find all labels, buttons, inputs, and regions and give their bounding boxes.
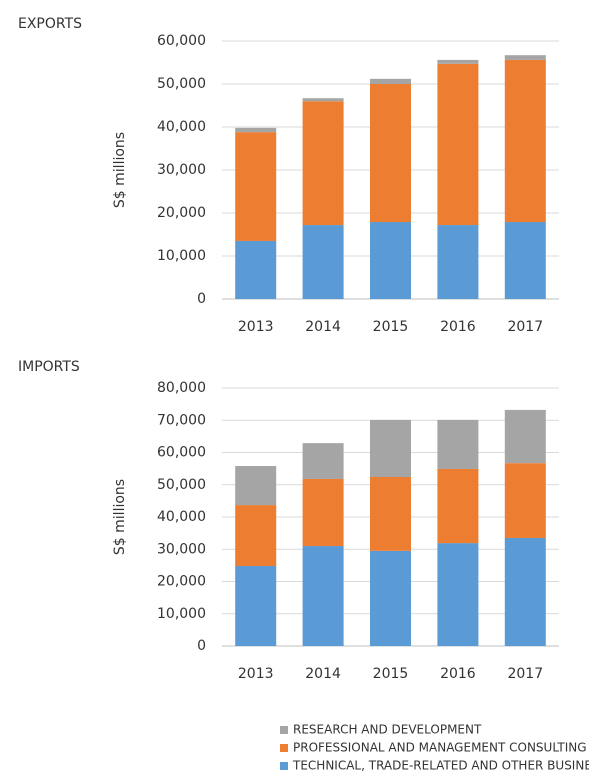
bar-segment	[504, 409, 546, 464]
legend-swatch	[280, 726, 288, 734]
x-tick-label: 2017	[507, 319, 543, 335]
bar-segment	[235, 466, 277, 506]
bar-segment	[437, 543, 479, 646]
bar-segment	[235, 566, 277, 646]
bar-segment	[504, 59, 546, 223]
legend-label: RESEARCH AND DEVELOPMENT	[293, 723, 482, 737]
bar-segment	[235, 240, 277, 299]
y-tick-label: 60,000	[157, 445, 206, 461]
y-tick-label: 30,000	[157, 541, 206, 557]
bar-segment	[302, 443, 344, 479]
bar-segment	[437, 419, 479, 469]
x-tick-label: 2016	[440, 666, 476, 682]
bar-segment	[302, 546, 344, 646]
bar-segment	[370, 84, 411, 223]
y-tick-label: 30,000	[157, 162, 206, 178]
x-tick-label: 2015	[373, 319, 409, 335]
y-tick-label: 80,000	[157, 380, 206, 396]
y-axis-label: S$ millions	[112, 479, 128, 555]
y-tick-label: 70,000	[157, 412, 206, 428]
bar-segment	[235, 127, 277, 133]
y-axis-label: S$ millions	[112, 132, 128, 208]
bar-segment	[370, 477, 411, 551]
x-tick-label: 2014	[305, 666, 341, 682]
bar-segment	[370, 419, 411, 478]
bar-segment	[235, 132, 277, 241]
legend-swatch	[280, 744, 288, 752]
y-tick-label: 0	[197, 638, 206, 654]
y-tick-label: 60,000	[157, 33, 206, 49]
x-tick-label: 2017	[507, 666, 543, 682]
bar-segment	[504, 537, 546, 646]
y-tick-label: 10,000	[157, 248, 206, 264]
bar-segment	[235, 505, 277, 567]
bar-segment	[504, 463, 546, 538]
x-tick-label: 2016	[440, 319, 476, 335]
bar-segment	[370, 78, 411, 84]
y-tick-label: 40,000	[157, 119, 206, 135]
bar-segment	[437, 225, 479, 299]
bar-segment	[370, 550, 411, 646]
bar-segment	[302, 101, 344, 226]
x-tick-label: 2015	[373, 666, 409, 682]
y-tick-label: 0	[197, 291, 206, 307]
y-tick-label: 50,000	[157, 477, 206, 493]
x-tick-label: 2014	[305, 319, 341, 335]
legend-label: PROFESSIONAL AND MANAGEMENT CONSULTING	[293, 741, 587, 755]
bar-segment	[437, 468, 479, 544]
bar-segment	[302, 98, 344, 102]
bar-segment	[302, 225, 344, 299]
legend-swatch	[280, 762, 288, 770]
bar-segment	[437, 59, 479, 64]
chart-title: IMPORTS	[18, 359, 80, 375]
y-tick-label: 20,000	[157, 205, 206, 221]
x-tick-label: 2013	[238, 319, 274, 335]
bar-segment	[302, 478, 344, 547]
bar-segment	[504, 222, 546, 299]
y-tick-label: 20,000	[157, 574, 206, 590]
chart-title: EXPORTS	[18, 16, 82, 32]
bar-segment	[504, 55, 546, 60]
bar-segment	[437, 63, 479, 226]
legend-label: TECHNICAL, TRADE-RELATED AND OTHER BUSIN…	[292, 759, 589, 773]
bar-segment	[370, 222, 411, 299]
y-tick-label: 40,000	[157, 509, 206, 525]
x-tick-label: 2013	[238, 666, 274, 682]
y-tick-label: 10,000	[157, 606, 206, 622]
y-tick-label: 50,000	[157, 76, 206, 92]
